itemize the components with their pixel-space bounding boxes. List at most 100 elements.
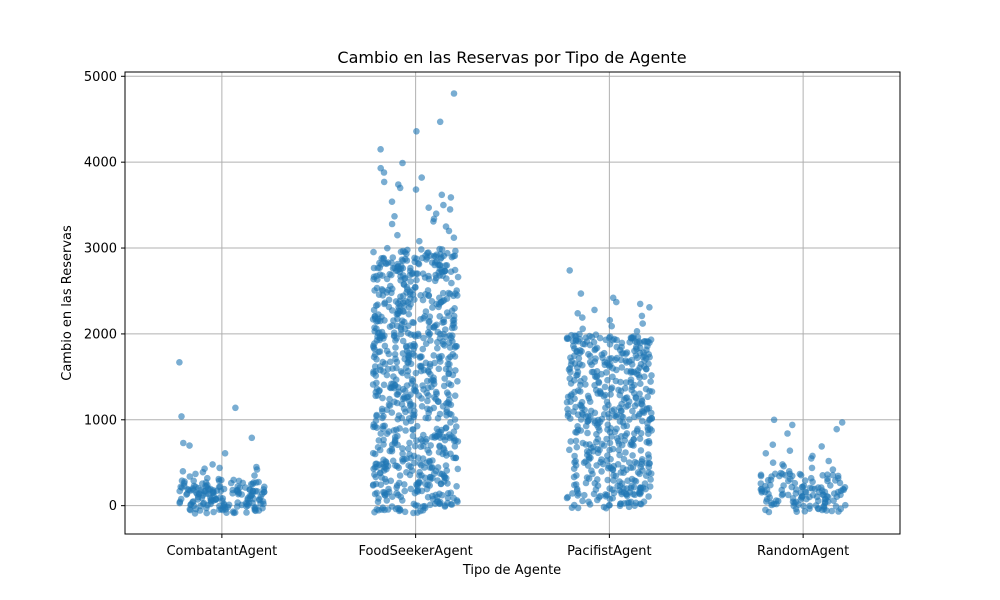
data-point <box>431 277 439 285</box>
data-point <box>452 290 459 297</box>
data-point <box>446 344 454 351</box>
data-point <box>600 503 608 511</box>
data-point <box>797 471 805 479</box>
data-point <box>178 413 185 420</box>
data-point <box>387 477 395 485</box>
data-point <box>389 457 397 465</box>
data-point <box>785 468 793 475</box>
data-point <box>417 436 425 443</box>
data-point <box>394 384 402 391</box>
data-point <box>593 462 600 469</box>
data-point <box>370 353 378 361</box>
data-point <box>610 406 618 413</box>
data-point <box>414 509 421 516</box>
data-point <box>580 459 588 467</box>
data-point <box>452 247 459 255</box>
data-point <box>638 400 645 408</box>
data-point <box>631 338 639 345</box>
data-point <box>636 435 644 443</box>
data-point <box>221 450 229 457</box>
data-point <box>435 353 443 361</box>
data-point <box>433 251 440 258</box>
data-point <box>593 373 600 381</box>
data-point <box>370 306 378 314</box>
data-point <box>394 504 402 512</box>
data-point <box>380 178 388 186</box>
data-point <box>586 358 594 366</box>
data-point <box>448 253 456 261</box>
data-point <box>767 481 774 489</box>
data-point <box>435 365 443 373</box>
data-point <box>643 338 651 345</box>
data-point <box>386 270 394 278</box>
data-point <box>634 469 642 476</box>
data-point <box>449 338 456 345</box>
data-point <box>784 491 792 499</box>
data-point <box>443 295 451 303</box>
data-point <box>373 337 381 344</box>
data-point <box>419 507 427 514</box>
data-point <box>417 353 424 360</box>
data-point <box>600 442 608 449</box>
data-point <box>430 380 438 388</box>
data-point <box>405 445 412 453</box>
data-point <box>770 416 778 424</box>
data-point <box>590 490 598 498</box>
data-point <box>238 491 245 498</box>
data-point <box>425 329 432 336</box>
data-point <box>401 481 408 488</box>
data-point <box>604 376 611 384</box>
data-point <box>442 474 450 482</box>
data-point <box>418 395 425 402</box>
data-point <box>767 476 775 484</box>
data-point <box>420 334 427 342</box>
data-point <box>371 315 379 322</box>
data-point <box>384 244 391 252</box>
data-points <box>176 90 849 517</box>
data-point <box>438 246 446 253</box>
data-point <box>371 345 378 353</box>
data-point <box>383 497 391 504</box>
data-point <box>623 403 630 410</box>
data-point <box>448 411 455 418</box>
data-point <box>210 508 217 516</box>
data-point <box>425 204 433 211</box>
data-point <box>385 303 393 311</box>
data-point <box>769 459 777 467</box>
data-point <box>605 414 613 421</box>
data-point <box>369 482 377 489</box>
data-point <box>833 425 840 433</box>
data-point <box>436 261 443 269</box>
data-point <box>426 501 434 509</box>
data-point <box>584 392 592 400</box>
data-point <box>437 330 444 338</box>
data-point <box>570 465 578 473</box>
data-point <box>373 325 380 332</box>
data-point <box>779 490 787 498</box>
data-point <box>229 508 237 515</box>
data-point <box>599 460 607 468</box>
data-point <box>392 344 399 351</box>
data-point <box>388 289 395 297</box>
data-point <box>609 373 616 381</box>
data-point <box>434 415 442 422</box>
y-tick-label: 4000 <box>84 156 117 171</box>
data-point <box>834 472 842 480</box>
data-point <box>416 468 423 476</box>
data-point <box>380 169 388 176</box>
data-point <box>584 429 591 437</box>
data-point <box>199 468 207 476</box>
data-point <box>387 358 394 366</box>
data-point <box>447 489 455 497</box>
data-point <box>578 404 586 412</box>
data-point <box>829 466 837 473</box>
data-point <box>618 364 626 371</box>
data-point <box>249 487 257 495</box>
data-point <box>413 128 420 135</box>
data-point <box>574 310 581 317</box>
data-point <box>638 417 646 425</box>
data-point <box>431 434 439 441</box>
data-point <box>640 352 648 359</box>
data-point <box>628 356 636 364</box>
data-point <box>627 441 634 449</box>
